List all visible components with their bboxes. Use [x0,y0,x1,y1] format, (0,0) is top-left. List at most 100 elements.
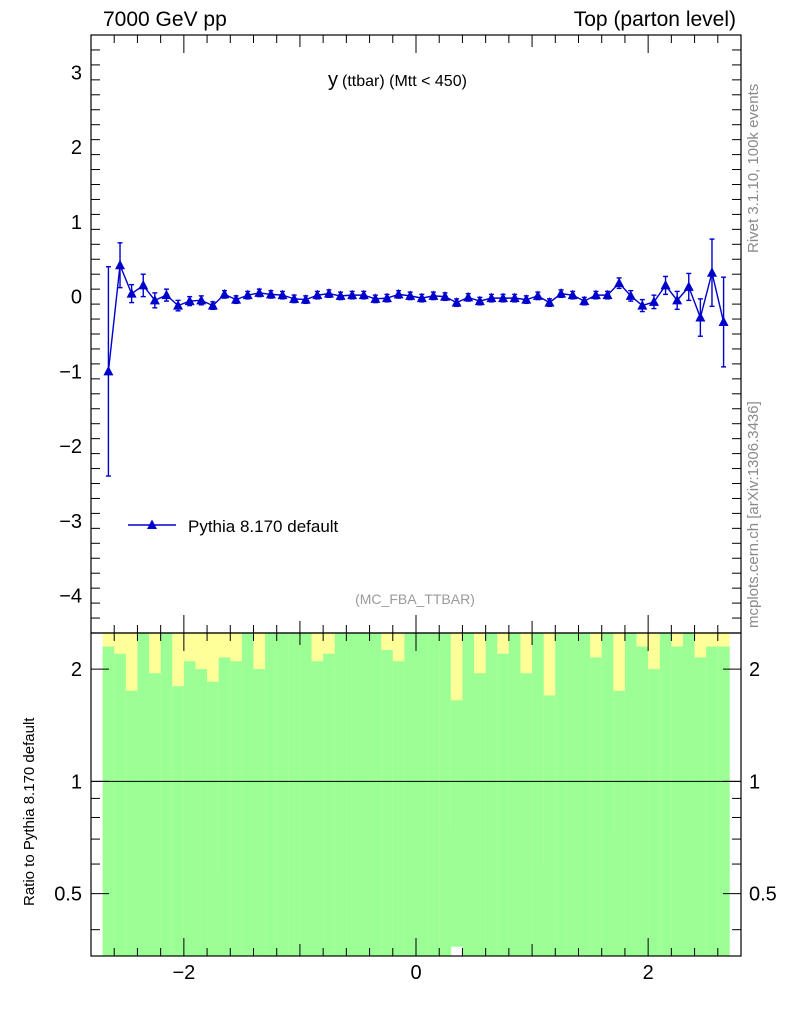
ratio-band-inner [288,633,301,956]
ratio-band-inner [659,633,672,956]
data-point-marker [242,289,253,300]
data-point-marker [219,288,230,299]
data-point-marker [393,288,404,299]
legend: Pythia 8.170 default [128,517,339,536]
ratio-band-inner [265,633,278,956]
data-point-marker [173,300,184,310]
data-point-marker [544,297,555,307]
x-tick-label: −2 [172,962,195,984]
data-point-marker [289,293,300,303]
axes [90,34,742,957]
main-y-tick-label: −2 [59,436,82,458]
data-point-marker [648,296,659,306]
ratio-band-inner [114,653,127,956]
analysis-tag: (MC_FBA_TTBAR) [355,591,475,607]
data-point-marker [637,300,648,310]
data-point-marker [428,290,439,300]
ratio-y-tick-label-left: 0.5 [54,884,82,906]
main-y-tick-label: 0 [71,287,82,309]
data-point-marker [184,295,195,306]
ratio-y-tick-label-right: 1 [749,771,760,793]
ratio-band-inner [508,633,521,956]
process-label: Top (parton level) [573,8,736,31]
data-point-marker [149,294,160,305]
data-point-marker [672,294,683,305]
ratio-y-tick-label-left: 2 [71,659,82,681]
ratio-band-inner [125,690,138,956]
data-point-marker [509,292,520,303]
data-point-marker [231,294,242,304]
data-point-marker [567,289,578,300]
data-point-marker [451,297,462,307]
ratio-band-inner [137,633,150,956]
main-plot-frame [90,34,742,634]
data-point-marker [265,288,276,299]
rivet-version-label: Rivet 3.1.10, 100k events [745,83,762,253]
ratio-band-inner [590,657,603,956]
ratio-band-inner [717,646,730,956]
data-point-marker [498,292,509,303]
ratio-band-inner [183,661,196,956]
data-point-marker [579,295,590,306]
ratio-band-inner [648,669,661,956]
data-point-marker [614,277,625,288]
ratio-y-tick-label-right: 0.5 [749,884,777,906]
main-y-tick-label: 3 [71,62,82,84]
main-series [103,238,729,477]
ratio-band-inner [207,681,219,956]
legend-label: Pythia 8.170 default [188,517,339,536]
data-point-marker [590,289,601,300]
ratio-band-inner [218,657,231,956]
ratio-band-inner [555,633,568,956]
ratio-band-inner [323,653,336,956]
chart-titles: y (ttbar) (Mtt < 450) (MC_FBA_TTBAR) [328,69,475,607]
data-point-marker [277,289,288,300]
ratio-band-inner [624,633,637,956]
ratio-bands [102,633,730,956]
main-y-tick-label: −3 [59,511,82,533]
mcplots-reference-label: mcplots.cern.ch [arXiv:1306.3436] [745,401,762,628]
data-point-marker [347,289,358,300]
data-point-marker [416,292,427,303]
data-point-marker [440,291,451,301]
ratio-band-inner [416,633,428,956]
data-point-marker [335,290,346,300]
data-point-marker [660,279,671,290]
main-y-tick-label: 2 [71,137,82,159]
data-point-marker [312,289,323,300]
main-y-tick-label: 1 [71,212,82,234]
chart-title-sub: (ttbar) (Mtt < 450) [342,73,467,90]
ratio-band-inner [102,646,115,956]
data-point-marker [103,365,114,376]
ratio-band-inner [241,633,254,956]
ratio-band-inner [427,633,440,956]
ratio-band-inner [566,633,579,956]
x-tick-label: 2 [643,962,654,984]
ratio-band-inner [682,633,695,956]
series-line [107,264,725,372]
data-point-marker [138,279,149,290]
tick-labels: −4 −3 −2 −1 0 1 2 3 0.5 0.5 1 1 2 2 −2 0 2 [54,62,777,984]
ratio-band-inner [253,669,266,956]
data-point-marker [207,300,218,310]
data-point-marker [358,289,369,300]
ratio-band-inner [195,669,208,956]
data-point-marker [254,287,265,297]
ratio-band-inner [474,673,486,956]
data-point-marker [695,312,706,322]
ratio-band-inner [160,633,173,956]
data-point-marker [405,290,416,300]
ratio-band-inner [636,646,649,956]
ratio-band-inner [671,646,684,956]
data-point-marker [474,295,485,306]
data-point-marker [196,294,207,305]
main-y-tick-label: −1 [59,361,82,383]
ratio-band-inner [613,690,626,956]
ratio-band-inner [357,633,370,956]
ratio-band-inner [497,653,510,956]
ratio-band-inner [392,661,405,956]
ratio-band-inner [694,657,707,956]
data-point-marker [718,316,729,327]
ratio-band-inner [276,633,289,956]
